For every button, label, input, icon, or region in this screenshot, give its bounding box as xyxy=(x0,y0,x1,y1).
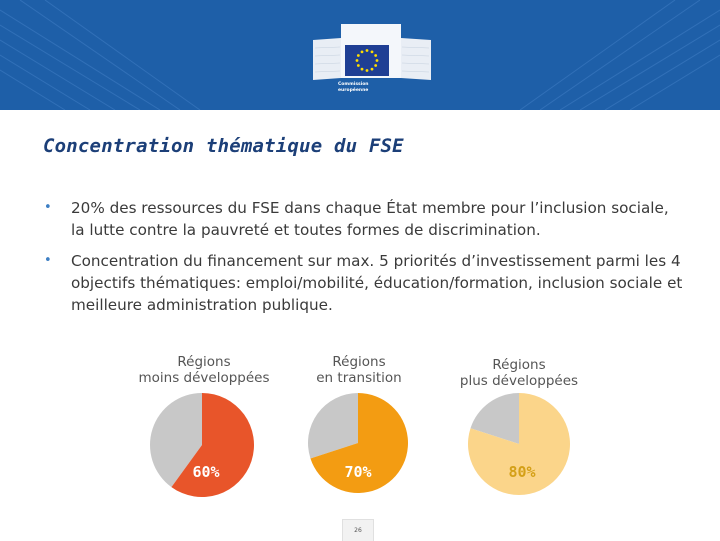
pie-chart-moins-developpees xyxy=(150,393,254,497)
eu-star-icon xyxy=(370,50,374,54)
eu-star-icon xyxy=(374,64,378,67)
pie-title-moins-developpees: Régions moins développées xyxy=(138,354,270,386)
banner-stripes xyxy=(0,0,720,110)
pie-value-label: 80% xyxy=(508,463,536,481)
page-title: Concentration thématique du FSE xyxy=(43,135,404,157)
eu-star-icon xyxy=(356,64,360,67)
header-banner: Commission européenne xyxy=(0,0,720,110)
bullet-item: • 20% des ressources du FSE dans chaque É… xyxy=(44,199,669,239)
eu-star-icon xyxy=(375,59,379,62)
pie-slice-value xyxy=(468,393,570,495)
eu-star-icon xyxy=(355,59,359,62)
ec-logo xyxy=(313,24,431,80)
eu-star-icon xyxy=(365,49,369,52)
pie-value-label: 60% xyxy=(192,463,220,481)
pie-slice-value xyxy=(310,393,408,493)
pie-slice-rest xyxy=(150,393,202,488)
eu-star-icon xyxy=(356,54,360,57)
pie-chart-plus-developpees xyxy=(468,393,570,495)
pie-value-label: 70% xyxy=(344,463,372,481)
pie-slice-rest xyxy=(470,393,519,444)
bullet-dot-icon: • xyxy=(44,253,52,268)
page-number: 26 xyxy=(342,519,374,541)
pie-slice-rest xyxy=(308,393,358,459)
eu-star-icon xyxy=(365,69,369,72)
eu-star-icon xyxy=(360,50,364,54)
eu-star-icon xyxy=(374,54,378,57)
bullet-dot-icon: • xyxy=(44,200,52,215)
pie-title-en-transition: Régions en transition xyxy=(316,354,402,386)
pie-chart-en-transition xyxy=(308,393,408,493)
pie-title-plus-developpees: Régions plus développées xyxy=(459,357,579,389)
pie-slice-value xyxy=(171,393,254,497)
logo-caption: Commission européenne xyxy=(338,82,369,93)
bullet-item: • Concentration du financement sur max. 5… xyxy=(44,252,683,314)
eu-star-icon xyxy=(370,67,374,71)
eu-star-icon xyxy=(360,67,364,71)
bullet-list: • 20% des ressources du FSE dans chaque É… xyxy=(44,197,684,325)
